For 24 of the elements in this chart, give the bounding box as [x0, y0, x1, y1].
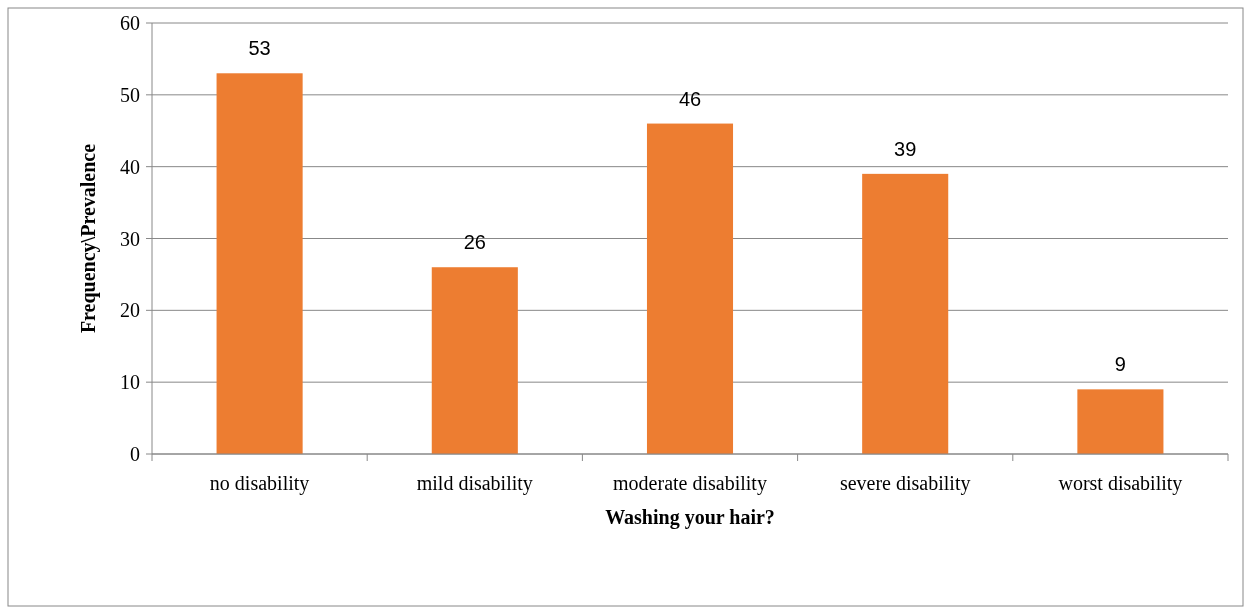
- x-tick-label: moderate disability: [613, 472, 767, 495]
- x-tick-label: no disability: [209, 472, 310, 495]
- bar: [862, 173, 949, 454]
- y-tick-label: 30: [120, 227, 140, 250]
- bar: [216, 73, 303, 454]
- y-tick-label: 10: [120, 371, 140, 394]
- x-axis-title: Washing your hair?: [605, 506, 775, 529]
- data-label: 9: [1114, 353, 1126, 376]
- bar: [431, 267, 518, 454]
- data-label: 39: [894, 137, 917, 160]
- y-axis-title: Frequency\Prevalence: [77, 143, 100, 334]
- x-tick-label: worst disability: [1058, 472, 1183, 495]
- y-tick-label: 0: [130, 443, 140, 465]
- data-label: 53: [248, 37, 271, 60]
- x-tick-label: severe disability: [839, 472, 971, 495]
- y-tick-label: 50: [120, 83, 140, 106]
- bar: [1077, 389, 1164, 454]
- x-tick-label: mild disability: [416, 472, 533, 495]
- bar: [646, 123, 734, 454]
- y-tick-label: 20: [120, 299, 140, 322]
- y-tick-label: 40: [120, 155, 140, 178]
- data-label: 26: [463, 231, 486, 254]
- y-tick-label: 60: [120, 12, 140, 34]
- data-label: 46: [678, 87, 702, 110]
